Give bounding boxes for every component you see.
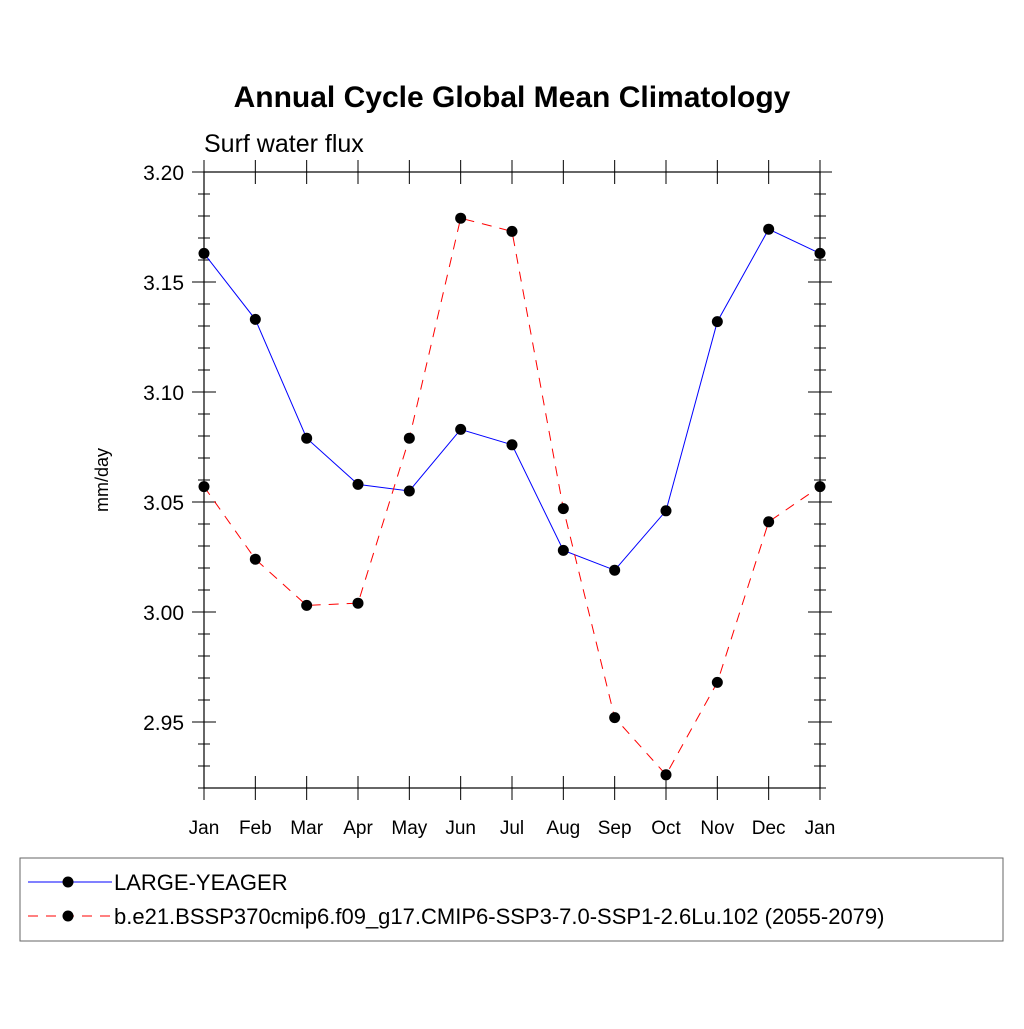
plot-frame <box>203 171 821 789</box>
x-tick-label: Jul <box>500 818 524 839</box>
data-point <box>455 423 467 435</box>
x-tick-label: Jan <box>805 818 836 839</box>
x-tick-label: Dec <box>752 818 786 839</box>
data-point <box>198 247 210 259</box>
chart-subtitle: Surf water flux <box>204 130 364 158</box>
data-point <box>249 313 261 325</box>
y-tick-label: 3.10 <box>143 382 184 405</box>
x-tick-label: Mar <box>290 818 323 839</box>
data-point <box>609 564 621 576</box>
data-point <box>660 769 672 781</box>
legend-label: LARGE-YEAGER <box>114 870 288 895</box>
data-point <box>403 485 415 497</box>
series-line-2 <box>203 217 821 776</box>
data-point <box>506 439 518 451</box>
x-tick-label: May <box>391 818 427 839</box>
legend-box <box>19 857 1004 942</box>
x-tick-label: Apr <box>343 818 373 839</box>
y-tick-label: 3.20 <box>143 162 184 185</box>
x-tick-label: Oct <box>651 818 681 839</box>
data-point <box>660 505 672 517</box>
data-point <box>403 432 415 444</box>
x-tick-label: Jan <box>189 818 220 839</box>
x-tick-label: Feb <box>239 818 272 839</box>
x-tick-label: Sep <box>598 818 632 839</box>
data-point <box>352 478 364 490</box>
data-point <box>763 223 775 235</box>
data-point <box>301 432 313 444</box>
legend-label: b.e21.BSSP370cmip6.f09_g17.CMIP6-SSP3-7.… <box>114 904 884 929</box>
series-line-1 <box>203 228 821 571</box>
data-point <box>711 316 723 328</box>
legend: LARGE-YEAGER b.e21.BSSP370cmip6.f09_g17.C… <box>19 857 1004 942</box>
data-point <box>455 212 467 224</box>
legend-entries: LARGE-YEAGER b.e21.BSSP370cmip6.f09_g17.C… <box>28 870 884 929</box>
data-point <box>557 544 569 556</box>
data-point <box>814 247 826 259</box>
data-point <box>352 597 364 609</box>
data-point <box>711 676 723 688</box>
y-axis-label: mm/day <box>92 448 112 512</box>
legend-marker <box>62 910 74 922</box>
x-tick-label: Jun <box>445 818 476 839</box>
x-tick-label: Aug <box>546 818 580 839</box>
data-point <box>557 503 569 515</box>
y-tick-label: 3.05 <box>143 492 184 515</box>
y-tick-label: 3.15 <box>143 272 184 295</box>
data-point <box>198 481 210 493</box>
legend-marker <box>62 876 74 888</box>
data-point <box>763 516 775 528</box>
series-layer <box>198 212 826 781</box>
data-point <box>301 599 313 611</box>
x-tick-label: Nov <box>700 818 734 839</box>
axes-layer: 2.95 3.00 3.05 3.10 3.15 3.20 Jan Feb Mar Apr May J… <box>143 160 835 839</box>
y-tick-label: 2.95 <box>143 712 184 735</box>
data-point <box>249 553 261 565</box>
chart-title: Annual Cycle Global Mean Climatology <box>234 81 791 114</box>
data-point <box>506 225 518 237</box>
data-point <box>814 481 826 493</box>
data-point <box>609 712 621 724</box>
y-tick-label: 3.00 <box>143 602 184 625</box>
